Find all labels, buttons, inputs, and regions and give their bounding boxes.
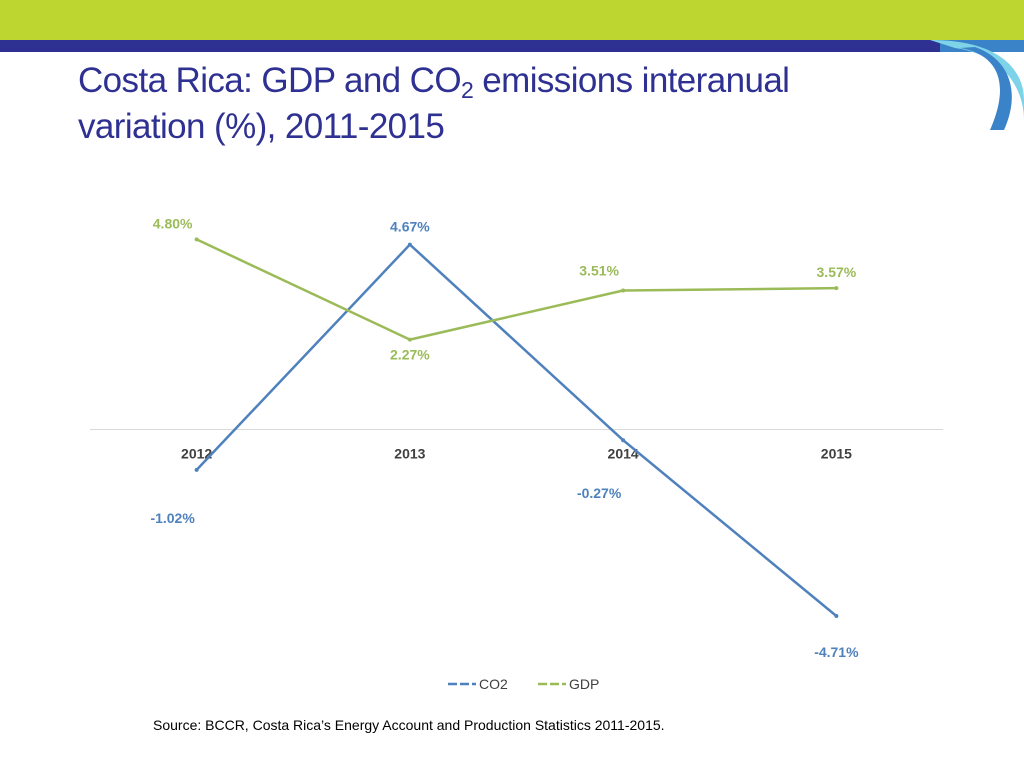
gdp-data-label-2013: 2.27% <box>390 347 430 363</box>
banner-navy-stripe <box>0 40 940 52</box>
title-text-part1: Costa Rica: GDP and CO <box>78 61 462 100</box>
x-tick-label-2013: 2013 <box>394 446 425 462</box>
co2-point-2014 <box>621 438 626 443</box>
banner-swoosh-inner <box>960 47 1012 130</box>
co2-data-label-2013: 4.67% <box>390 219 430 235</box>
x-tick-label-2014: 2014 <box>608 446 639 462</box>
co2-point-2013 <box>407 242 412 247</box>
co2-point-2012 <box>194 467 199 472</box>
gdp-point-2014 <box>621 288 626 293</box>
co2-data-label-2014: -0.27% <box>577 485 622 501</box>
co2-point-2015 <box>834 614 839 619</box>
banner-swoosh-outer <box>930 40 1024 120</box>
banner-green-band <box>0 0 1024 40</box>
gdp-point-2012 <box>194 237 199 242</box>
legend-label-gdp: GDP <box>569 676 599 692</box>
x-tick-label-2015: 2015 <box>821 446 852 462</box>
title-text-line2: variation (%), 2011-2015 <box>78 107 445 146</box>
slide-title: Costa Rica: GDP and CO2 emissions intera… <box>78 58 790 150</box>
co2-data-label-2015: -4.71% <box>814 644 859 660</box>
x-tick-label-2012: 2012 <box>181 446 212 462</box>
gdp-data-label-2014: 3.51% <box>579 263 619 279</box>
gdp-point-2015 <box>834 286 839 291</box>
co2-data-label-2012: -1.02% <box>150 510 195 526</box>
title-text-part2: emissions interanual <box>473 61 790 100</box>
title-subscript: 2 <box>460 77 474 103</box>
gdp-point-2013 <box>407 337 412 342</box>
legend-label-co2: CO2 <box>479 676 508 692</box>
source-note: Source: BCCR, Costa Rica’s Energy Accoun… <box>153 717 665 733</box>
co2-series-line <box>195 243 838 617</box>
gdp-data-label-2015: 3.57% <box>817 264 857 280</box>
gdp-data-label-2012: 4.80% <box>153 215 193 231</box>
gdp-series-line <box>196 238 837 341</box>
header-banner <box>0 0 1024 130</box>
